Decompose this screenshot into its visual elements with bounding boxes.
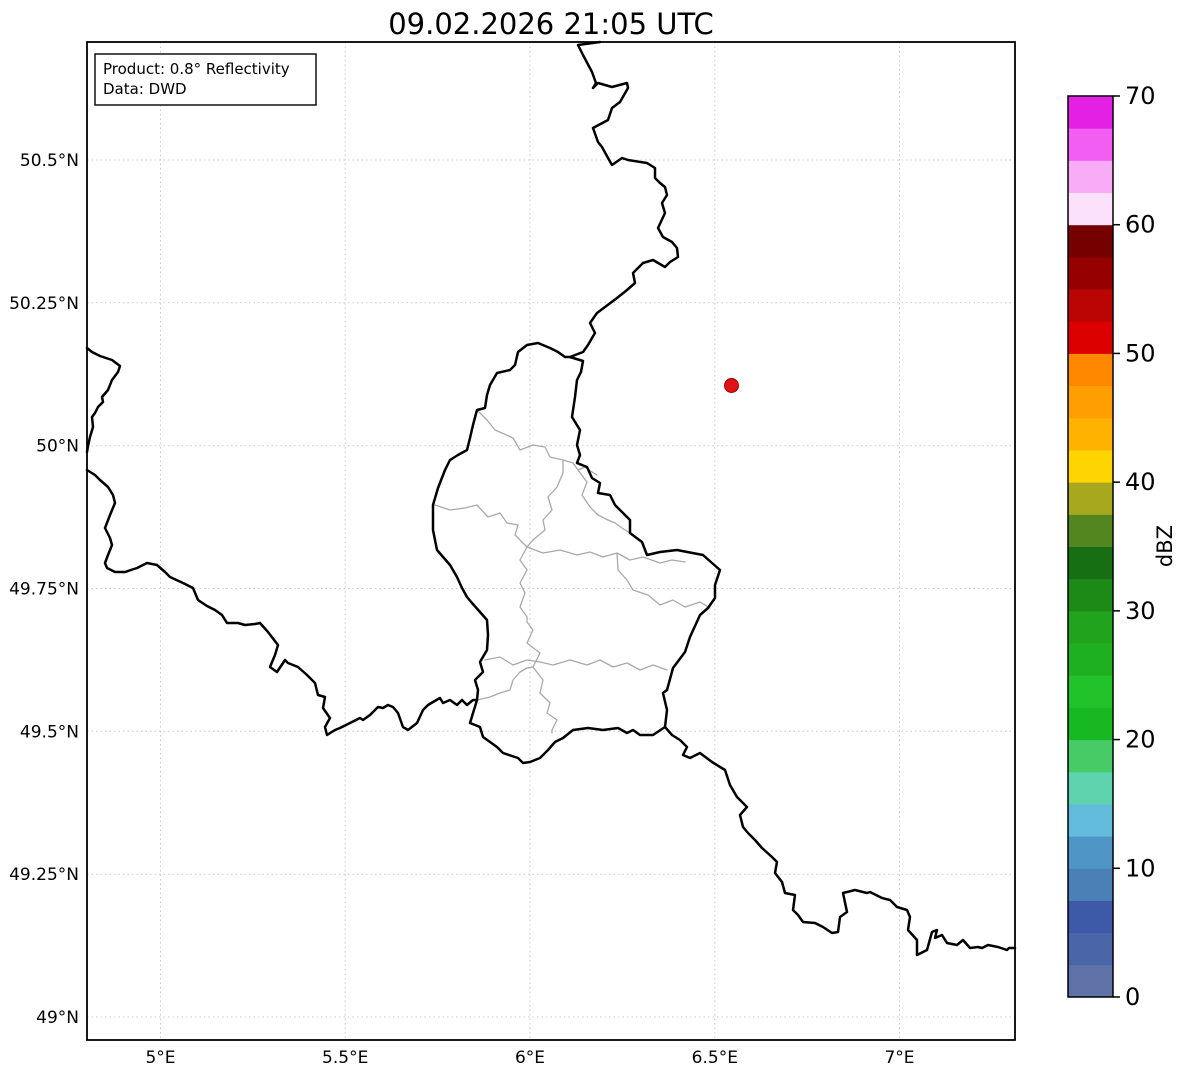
- colorbar-band: [1068, 160, 1113, 194]
- colorbar-tick-label: 0: [1125, 983, 1140, 1011]
- product-info-box: Product: 0.8° Reflectivity Data: DWD: [94, 53, 317, 106]
- country-border-line: [663, 725, 1017, 957]
- y-tick-label: 50.25°N: [9, 294, 79, 314]
- colorbar-band: [1068, 289, 1113, 322]
- data-source-line: Data: DWD: [103, 80, 187, 98]
- colorbar-band: [1068, 385, 1113, 419]
- colorbar-tick-label: 50: [1125, 339, 1156, 367]
- colorbar-band: [1068, 900, 1113, 934]
- x-axis-tick-labels: 5°E 5.5°E 6°E 6.5°E 7°E: [145, 1048, 914, 1068]
- colorbar-band: [1068, 803, 1113, 837]
- colorbar-band: [1068, 643, 1113, 676]
- y-axis-tick-labels: 50.5°N 50.25°N 50°N 49.75°N 49.5°N 49.25°N 49°…: [9, 151, 79, 1028]
- canton-border-line: [526, 546, 686, 564]
- colorbar-band: [1068, 128, 1113, 161]
- colorbar-band: [1068, 771, 1113, 805]
- country-border-line: [85, 468, 479, 737]
- colorbar-band: [1068, 546, 1113, 580]
- colorbar-band: [1068, 192, 1113, 226]
- canton-border-line: [562, 459, 598, 476]
- country-border-line: [568, 40, 680, 374]
- colorbar-band: [1068, 96, 1113, 129]
- colorbar-band: [1068, 868, 1113, 901]
- colorbar-band: [1068, 482, 1113, 515]
- x-tick-label: 6°E: [515, 1048, 545, 1068]
- colorbar-axis-label: dBZ: [1153, 525, 1177, 567]
- x-tick-label: 5.5°E: [322, 1048, 368, 1068]
- colorbar: [1067, 95, 1114, 998]
- country-border-line: [431, 341, 722, 765]
- colorbar-band: [1068, 836, 1113, 869]
- country-border-line: [85, 346, 122, 454]
- product-info-box-frame: [94, 53, 317, 106]
- y-tick-label: 49°N: [36, 1008, 79, 1028]
- colorbar-band: [1068, 932, 1113, 966]
- colorbar-tick-label: 70: [1125, 82, 1156, 110]
- colorbar-tick-label: 20: [1125, 726, 1156, 754]
- colorbar-frame: [1067, 95, 1114, 998]
- x-tick-label: 6.5°E: [692, 1048, 738, 1068]
- colorbar-band: [1068, 353, 1113, 387]
- x-tick-label: 7°E: [884, 1048, 914, 1068]
- canton-border-line: [616, 552, 711, 609]
- canton-border-line: [577, 469, 631, 534]
- colorbar-band: [1068, 514, 1113, 547]
- figure-title: 09.02.2026 21:05 UTC: [388, 7, 714, 41]
- colorbar-band: [1068, 675, 1113, 708]
- canton-border-line: [519, 459, 564, 734]
- colorbar-tick-label: 60: [1125, 211, 1156, 239]
- colorbar-band: [1068, 449, 1113, 483]
- colorbar-band: [1068, 707, 1113, 741]
- colorbar-band: [1068, 417, 1113, 451]
- canton-border-line: [476, 409, 564, 461]
- x-tick-label: 5°E: [145, 1048, 175, 1068]
- colorbar-tick-labels: 0 10 20 30 40 50 60 70: [1113, 82, 1156, 1011]
- y-tick-label: 50.5°N: [20, 151, 79, 171]
- plot-frame: [86, 41, 1016, 1041]
- gridlines: [87, 42, 1015, 1040]
- colorbar-tick-label: 40: [1125, 468, 1156, 496]
- canton-border-line: [476, 666, 534, 701]
- colorbar-band: [1068, 610, 1113, 644]
- plot-area-background: [87, 42, 1015, 1040]
- colorbar-tick-label: 30: [1125, 597, 1156, 625]
- radar-site-marker: [724, 378, 739, 393]
- y-tick-label: 49.75°N: [9, 580, 79, 600]
- colorbar-band: [1068, 578, 1113, 612]
- product-info-line: Product: 0.8° Reflectivity: [103, 60, 290, 78]
- country-borders: [85, 40, 1017, 957]
- colorbar-band: [1068, 739, 1113, 773]
- canton-border-line: [484, 656, 668, 671]
- canton-borders: [434, 409, 711, 734]
- colorbar-band: [1068, 224, 1113, 258]
- y-tick-label: 49.5°N: [20, 722, 79, 742]
- colorbar-band: [1068, 321, 1113, 354]
- colorbar-band: [1068, 964, 1113, 998]
- canton-border-line: [434, 504, 528, 548]
- colorbar-tick-label: 10: [1125, 854, 1156, 882]
- colorbar-band: [1068, 256, 1113, 290]
- y-tick-label: 50°N: [36, 437, 79, 457]
- y-tick-label: 49.25°N: [9, 865, 79, 885]
